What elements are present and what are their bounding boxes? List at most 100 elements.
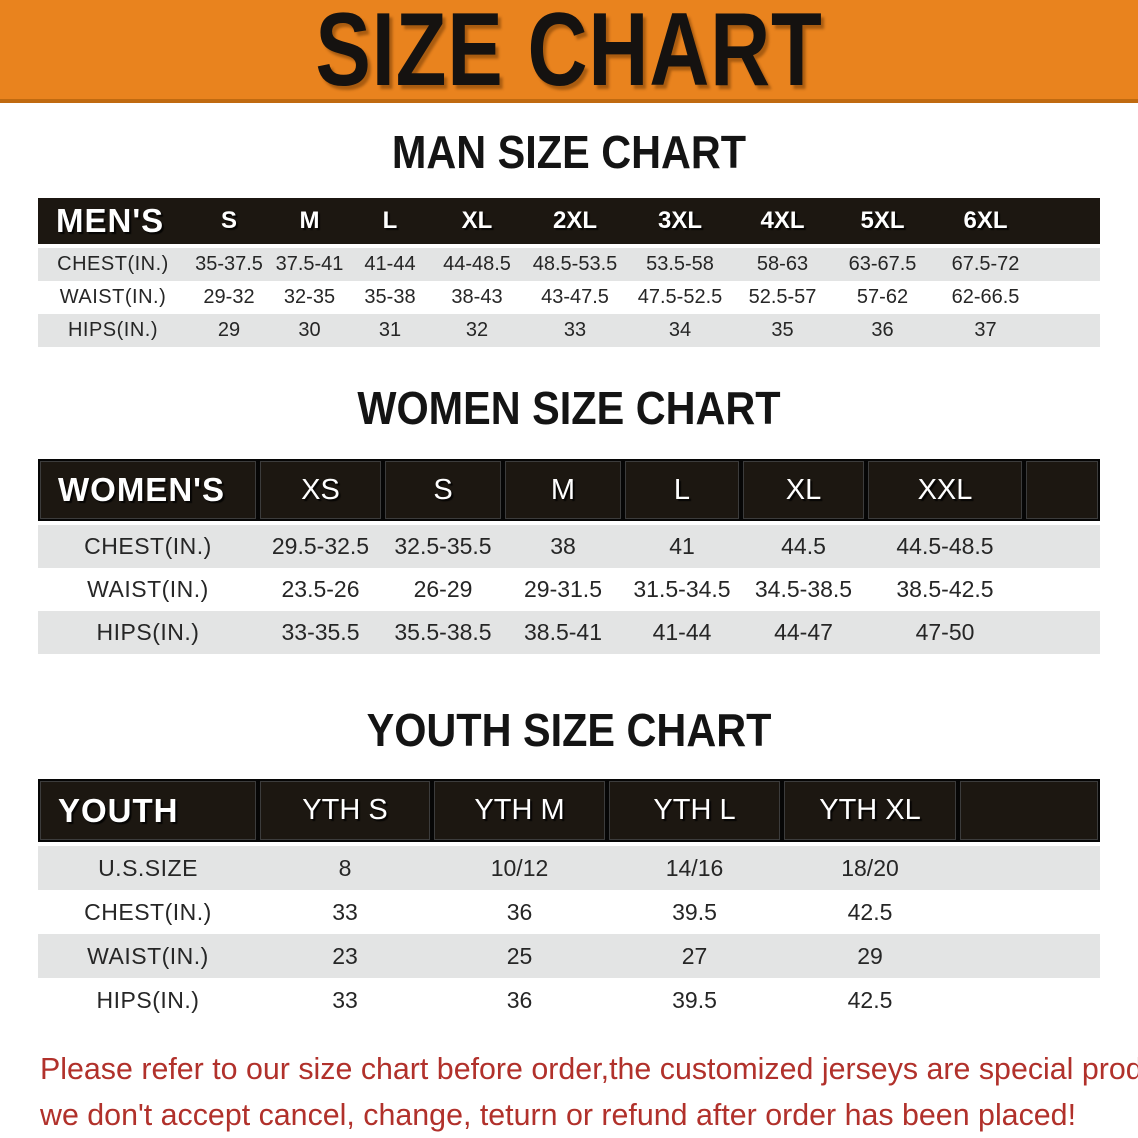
disclaimer-line-2: we don't accept cancel, change, teturn o… (40, 1097, 1077, 1132)
spacer-cell (1024, 459, 1100, 525)
youth-col-header-s: YTH S (258, 779, 432, 846)
women-col-header-l: L (623, 459, 741, 525)
spacer-cell (1024, 525, 1100, 568)
spacer-cell (1024, 611, 1100, 654)
men-hips-cell: 37 (933, 314, 1038, 347)
youth-hips-cell: 36 (432, 978, 607, 1022)
youth-hips-cell: 42.5 (782, 978, 958, 1022)
youth-waist-cell: 27 (607, 934, 782, 978)
women-hips-cell: 35.5-38.5 (383, 611, 503, 654)
youth-ussize-cell: 10/12 (432, 846, 607, 890)
men-hips-cell: 35 (733, 314, 832, 347)
women-row-label-hips: HIPS(IN.) (38, 611, 258, 654)
youth-row-label-hips: HIPS(IN.) (38, 978, 258, 1022)
women-chest-cell: 44.5-48.5 (866, 525, 1024, 568)
youth-chest-cell: 33 (258, 890, 432, 934)
spacer-cell (958, 890, 1100, 934)
women-hips-row: HIPS(IN.) 33-35.5 35.5-38.5 38.5-41 41-4… (38, 611, 1100, 654)
men-col-header-4xl: 4XL (733, 198, 832, 248)
disclaimer-line-1: Please refer to our size chart before or… (40, 1051, 1138, 1086)
size-chart-banner: SIZE CHART (0, 0, 1138, 103)
youth-col-header-xl: YTH XL (782, 779, 958, 846)
men-header-row: MEN'S S M L XL 2XL 3XL 4XL 5XL 6XL (38, 198, 1100, 248)
men-chest-row: CHEST(IN.) 35-37.5 37.5-41 41-44 44-48.5… (38, 248, 1100, 281)
men-chest-cell: 67.5-72 (933, 248, 1038, 281)
women-table-title: WOMEN'S (38, 459, 258, 525)
men-waist-cell: 32-35 (270, 281, 349, 314)
women-col-header-xs: XS (258, 459, 383, 525)
men-chest-cell: 44-48.5 (431, 248, 523, 281)
men-waist-cell: 62-66.5 (933, 281, 1038, 314)
men-table-title: MEN'S (38, 198, 188, 248)
women-waist-cell: 34.5-38.5 (741, 568, 866, 611)
men-hips-row: HIPS(IN.) 29 30 31 32 33 34 35 36 37 (38, 314, 1100, 347)
youth-chest-cell: 39.5 (607, 890, 782, 934)
men-waist-cell: 52.5-57 (733, 281, 832, 314)
women-waist-cell: 38.5-42.5 (866, 568, 1024, 611)
youth-size-table: YOUTH YTH S YTH M YTH L YTH XL U.S.SIZE … (38, 779, 1100, 1022)
youth-hips-cell: 33 (258, 978, 432, 1022)
youth-chest-cell: 36 (432, 890, 607, 934)
women-waist-cell: 26-29 (383, 568, 503, 611)
spacer-cell (1024, 568, 1100, 611)
women-waist-cell: 23.5-26 (258, 568, 383, 611)
men-hips-cell: 31 (349, 314, 431, 347)
youth-hips-cell: 39.5 (607, 978, 782, 1022)
men-waist-cell: 57-62 (832, 281, 933, 314)
women-chest-row: CHEST(IN.) 29.5-32.5 32.5-35.5 38 41 44.… (38, 525, 1100, 568)
men-chest-cell: 35-37.5 (188, 248, 270, 281)
men-waist-row: WAIST(IN.) 29-32 32-35 35-38 38-43 43-47… (38, 281, 1100, 314)
men-waist-cell: 38-43 (431, 281, 523, 314)
youth-ussize-row: U.S.SIZE 8 10/12 14/16 18/20 (38, 846, 1100, 890)
youth-ussize-cell: 8 (258, 846, 432, 890)
women-hips-cell: 38.5-41 (503, 611, 623, 654)
men-col-header-m: M (270, 198, 349, 248)
banner-title: SIZE CHART (315, 0, 823, 108)
youth-header-row: YOUTH YTH S YTH M YTH L YTH XL (38, 779, 1100, 846)
men-section-heading: MAN SIZE CHART (391, 126, 747, 178)
women-section-heading: WOMEN SIZE CHART (357, 382, 781, 434)
men-chest-cell: 63-67.5 (832, 248, 933, 281)
spacer-cell (1038, 314, 1100, 347)
youth-table-title: YOUTH (38, 779, 258, 846)
women-chest-cell: 44.5 (741, 525, 866, 568)
men-col-header-xl: XL (431, 198, 523, 248)
spacer-cell (1038, 248, 1100, 281)
youth-row-label-ussize: U.S.SIZE (38, 846, 258, 890)
women-col-header-s: S (383, 459, 503, 525)
women-waist-row: WAIST(IN.) 23.5-26 26-29 29-31.5 31.5-34… (38, 568, 1100, 611)
women-chest-cell: 41 (623, 525, 741, 568)
women-col-header-xxl: XXL (866, 459, 1024, 525)
men-chest-cell: 41-44 (349, 248, 431, 281)
men-waist-cell: 43-47.5 (523, 281, 627, 314)
men-col-header-s: S (188, 198, 270, 248)
men-waist-cell: 29-32 (188, 281, 270, 314)
spacer-cell (958, 934, 1100, 978)
women-header-row: WOMEN'S XS S M L XL XXL (38, 459, 1100, 525)
men-col-header-3xl: 3XL (627, 198, 733, 248)
men-row-label-hips: HIPS(IN.) (38, 314, 188, 347)
men-hips-cell: 36 (832, 314, 933, 347)
women-waist-cell: 29-31.5 (503, 568, 623, 611)
women-col-header-m: M (503, 459, 623, 525)
spacer-cell (958, 779, 1100, 846)
spacer-cell (958, 978, 1100, 1022)
men-waist-cell: 47.5-52.5 (627, 281, 733, 314)
youth-ussize-cell: 18/20 (782, 846, 958, 890)
men-waist-cell: 35-38 (349, 281, 431, 314)
women-row-label-chest: CHEST(IN.) (38, 525, 258, 568)
men-size-table: MEN'S S M L XL 2XL 3XL 4XL 5XL 6XL CHEST… (38, 198, 1100, 347)
men-hips-cell: 30 (270, 314, 349, 347)
men-row-label-waist: WAIST(IN.) (38, 281, 188, 314)
youth-waist-cell: 25 (432, 934, 607, 978)
spacer-cell (1038, 281, 1100, 314)
youth-chest-cell: 42.5 (782, 890, 958, 934)
youth-waist-cell: 23 (258, 934, 432, 978)
women-chest-cell: 38 (503, 525, 623, 568)
women-chest-cell: 29.5-32.5 (258, 525, 383, 568)
women-chest-cell: 32.5-35.5 (383, 525, 503, 568)
men-row-label-chest: CHEST(IN.) (38, 248, 188, 281)
youth-ussize-cell: 14/16 (607, 846, 782, 890)
youth-col-header-l: YTH L (607, 779, 782, 846)
men-chest-cell: 53.5-58 (627, 248, 733, 281)
